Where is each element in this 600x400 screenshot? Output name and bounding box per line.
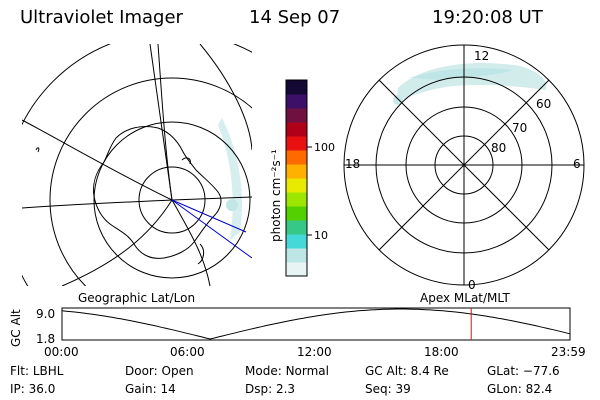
info-seq: Seq: 39: [365, 382, 411, 396]
info-ip: IP: 36.0: [10, 382, 56, 396]
info-filter: Flt: LBHL: [10, 364, 64, 378]
mlt-label-0: 0: [468, 278, 476, 292]
magnetic-panel-label: Apex MLat/MLT: [420, 291, 510, 305]
colorbar-band: [286, 220, 307, 235]
colorbar-unit-label: photon cm⁻²s⁻¹: [269, 149, 283, 242]
timeline-ytick-top: 9.0: [36, 307, 55, 321]
timeline-xtick-0600: 06:00: [170, 345, 205, 359]
colorbar-band: [286, 122, 307, 137]
colorbar-band: [286, 94, 307, 109]
colorbar-band: [286, 234, 307, 249]
colorbar-band: [286, 80, 307, 95]
timeline-xtick-1200: 12:00: [297, 345, 332, 359]
time-label: 19:20:08 UT: [432, 7, 543, 28]
mlat-label-80: 80: [491, 141, 506, 155]
colorbar-band: [286, 108, 307, 123]
geographic-map-panel: Geographic Lat/Lon: [22, 44, 252, 305]
timeline-ytick-bottom: 1.8: [36, 332, 55, 346]
timeline-xtick-0000: 00:00: [44, 345, 79, 359]
mlt-label-12: 12: [474, 49, 489, 63]
info-dsp: Dsp: 2.3: [245, 382, 296, 396]
colorbar-band: [286, 164, 307, 179]
colorbar-tick-10: 10: [314, 229, 328, 242]
colorbar-band: [286, 262, 307, 277]
info-mode: Mode: Normal: [245, 364, 329, 378]
colorbar-tick-100: 100: [314, 141, 335, 154]
timeline-xtick-2359: 23:59: [551, 345, 586, 359]
mlt-label-6: 6: [573, 157, 581, 171]
mlat-label-70: 70: [512, 121, 527, 135]
colorbar-band: [286, 136, 307, 151]
colorbar-band: [286, 248, 307, 263]
colorbar-band: [286, 192, 307, 207]
info-gc-alt: GC Alt: 8.4 Re: [365, 364, 449, 378]
colorbar-band: [286, 178, 307, 193]
magnetic-polar-panel: 12 18 6 0 60 70 80 Apex MLat/MLT: [343, 44, 585, 305]
info-glat: GLat: −77.6: [487, 364, 560, 378]
geographic-panel-label: Geographic Lat/Lon: [78, 291, 195, 305]
altitude-curve: [61, 308, 571, 340]
colorbar: 100 10 photon cm⁻²s⁻¹: [269, 79, 335, 277]
info-glon: GLon: 82.4: [487, 382, 553, 396]
timeline-ylabel: GC Alt: [9, 309, 23, 347]
info-door: Door: Open: [125, 364, 194, 378]
altitude-timeline: GC Alt 9.0 1.8 00:00 06:00 12:00 18:00 2…: [9, 307, 586, 359]
info-gain: Gain: 14: [125, 382, 176, 396]
date-label: 14 Sep 07: [249, 7, 341, 28]
mlat-label-60: 60: [536, 97, 551, 111]
instrument-title: Ultraviolet Imager: [20, 7, 183, 28]
mlt-label-18: 18: [345, 157, 360, 171]
colorbar-band: [286, 206, 307, 221]
timeline-xtick-1800: 18:00: [424, 345, 459, 359]
colorbar-scale: [286, 80, 307, 277]
colorbar-band: [286, 150, 307, 165]
